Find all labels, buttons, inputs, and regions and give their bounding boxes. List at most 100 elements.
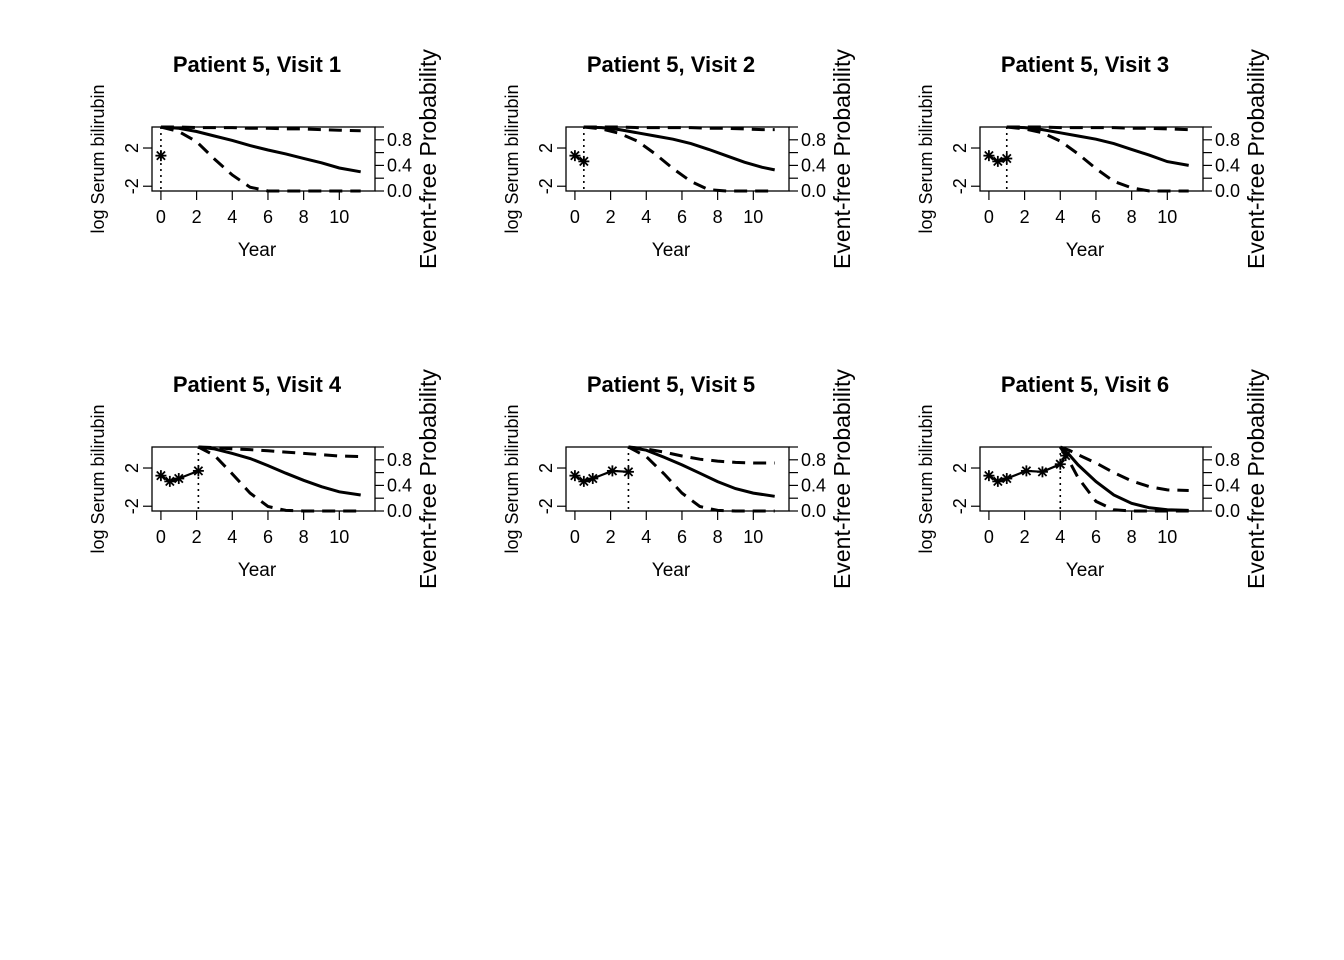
observed-point xyxy=(164,475,176,487)
observed-trajectory xyxy=(160,469,199,483)
y-axis-label: log Serum bilirubin xyxy=(916,404,936,553)
asterisk-stroke xyxy=(1001,153,1012,164)
y2-tick-label: 0.0 xyxy=(1215,181,1240,201)
y-axis-label: log Serum bilirubin xyxy=(916,84,936,233)
asterisk-stroke xyxy=(623,467,634,477)
panel-4: Patient 5, Visit 4 0 2 4 6 8 10 Year -2 2 log Seru… xyxy=(88,369,441,589)
x-tick-label: 4 xyxy=(641,207,651,227)
asterisk-stroke xyxy=(984,150,994,161)
survival-upper-band xyxy=(628,445,775,465)
panel-6: Patient 5, Visit 6 0 2 4 6 8 10 Year -2 2 log Seru… xyxy=(916,369,1269,589)
observed-point xyxy=(1036,466,1048,478)
y2-tick-label: 0.0 xyxy=(801,181,826,201)
survival-lower-band xyxy=(583,125,775,193)
x-tick-label: 2 xyxy=(606,527,616,547)
survival-mean-line xyxy=(1006,125,1189,167)
y2-axis-label: Event-free Probability xyxy=(1243,49,1269,269)
plot-frame xyxy=(565,446,790,512)
y2-tick-label: 0.4 xyxy=(1215,475,1240,495)
x-tick-label: 6 xyxy=(677,527,687,547)
x-axis-label: Year xyxy=(238,240,277,261)
x-axis-label: Year xyxy=(238,560,277,581)
y-tick-label: -2 xyxy=(536,498,556,514)
y2-tick-label: 0.8 xyxy=(801,130,826,150)
observed-point xyxy=(992,475,1004,487)
survival-lower-band xyxy=(1059,446,1189,513)
x-tick-label: 2 xyxy=(192,207,202,227)
y2-tick-label: 0.8 xyxy=(1215,130,1240,150)
observed-point xyxy=(983,150,995,162)
panel-5: Patient 5, Visit 5 0 2 4 6 8 10 Year -2 2 log Seru… xyxy=(502,369,855,589)
x-tick-label: 0 xyxy=(984,207,994,227)
survival-lower-band xyxy=(197,445,361,513)
y2-axis-label: Event-free Probability xyxy=(415,49,441,269)
y2-axis-label: Event-free Probability xyxy=(829,369,855,589)
survival-mean-line xyxy=(160,125,361,174)
survival-lower-band xyxy=(1006,125,1189,193)
x-axis-label: Year xyxy=(652,560,691,581)
panel-title: Patient 5, Visit 1 xyxy=(173,52,341,77)
y-tick-label: -2 xyxy=(122,178,142,194)
asterisk-stroke xyxy=(607,466,618,476)
y-axis-label: log Serum bilirubin xyxy=(88,404,108,553)
x-tick-label: 0 xyxy=(156,207,166,227)
x-axis-label: Year xyxy=(1066,240,1105,261)
asterisk-stroke xyxy=(570,470,580,481)
y2-tick-label: 0.0 xyxy=(801,501,826,521)
y2-tick-label: 0.4 xyxy=(387,155,412,175)
y-axis-label: log Serum bilirubin xyxy=(502,404,522,553)
y2-tick-label: 0.0 xyxy=(387,501,412,521)
x-tick-label: 10 xyxy=(329,527,349,547)
x-axis-label: Year xyxy=(652,240,691,261)
panels: Patient 5, Visit 1 0 2 4 6 8 10 Year -2 2 log Seru… xyxy=(88,49,1269,589)
observed-point xyxy=(983,470,995,482)
asterisk-stroke xyxy=(165,476,175,487)
x-tick-label: 10 xyxy=(743,527,763,547)
y-tick-label: 2 xyxy=(122,143,142,153)
survival-upper-band xyxy=(198,445,361,459)
observed-point xyxy=(192,465,204,477)
observed-point xyxy=(578,475,590,487)
asterisk-stroke xyxy=(1001,473,1012,484)
asterisk-stroke xyxy=(193,466,204,476)
x-tick-label: 8 xyxy=(299,527,309,547)
x-tick-label: 8 xyxy=(299,207,309,227)
x-tick-label: 8 xyxy=(713,527,723,547)
survival-upper-band xyxy=(160,125,361,133)
x-tick-label: 0 xyxy=(156,527,166,547)
y2-tick-label: 0.0 xyxy=(1215,501,1240,521)
x-tick-label: 10 xyxy=(743,207,763,227)
x-tick-label: 6 xyxy=(263,527,273,547)
asterisk-stroke xyxy=(173,473,184,484)
x-tick-label: 4 xyxy=(641,527,651,547)
observed-point xyxy=(1001,153,1013,165)
panel-title: Patient 5, Visit 2 xyxy=(587,52,755,77)
asterisk-stroke xyxy=(993,156,1003,167)
asterisk-stroke xyxy=(156,470,166,481)
x-tick-label: 2 xyxy=(1020,207,1030,227)
survival-mean-line xyxy=(198,445,361,497)
y-tick-label: -2 xyxy=(122,498,142,514)
panel-title: Patient 5, Visit 4 xyxy=(173,372,342,397)
observed-point xyxy=(606,465,618,477)
observed-point xyxy=(992,155,1004,167)
observed-point xyxy=(587,473,599,485)
observed-point xyxy=(1020,465,1032,477)
observed-point xyxy=(155,470,167,482)
y2-axis-label: Event-free Probability xyxy=(1243,369,1269,589)
asterisk-stroke xyxy=(1037,467,1048,477)
survival-lower-band xyxy=(627,445,775,513)
observed-point xyxy=(155,150,167,162)
y2-axis-label: Event-free Probability xyxy=(415,369,441,589)
x-tick-label: 6 xyxy=(263,207,273,227)
observed-point xyxy=(569,150,581,162)
asterisk-stroke xyxy=(587,473,598,484)
panel-1: Patient 5, Visit 1 0 2 4 6 8 10 Year -2 2 log Seru… xyxy=(88,49,441,269)
survival-mean-line xyxy=(628,445,775,498)
panel-2: Patient 5, Visit 2 0 2 4 6 8 10 Year -2 2 log Seru… xyxy=(502,49,855,269)
survival-upper-band xyxy=(1059,445,1189,492)
x-tick-label: 6 xyxy=(677,207,687,227)
x-tick-label: 2 xyxy=(192,527,202,547)
